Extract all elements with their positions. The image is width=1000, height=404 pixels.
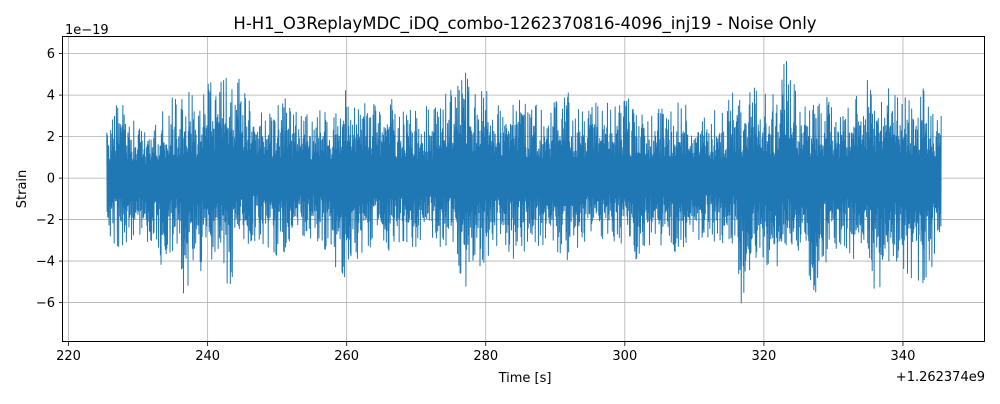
y-tick-label: −2 xyxy=(36,213,55,228)
y-tick-label: −6 xyxy=(36,296,55,311)
x-tick-label: 320 xyxy=(751,349,776,364)
x-axis-label: Time [s] xyxy=(498,371,552,386)
y-tick-label: 2 xyxy=(47,130,55,145)
y-tick-label: −4 xyxy=(36,255,55,270)
noise-trace xyxy=(106,60,942,304)
x-offset-label: +1.262374e9 xyxy=(896,370,985,385)
x-tick-label: 300 xyxy=(612,349,637,364)
y-tick-label: 4 xyxy=(47,89,55,104)
x-tick-label: 220 xyxy=(56,349,81,364)
y-scale-label: 1e−19 xyxy=(65,23,109,38)
y-tick-label: 6 xyxy=(47,47,55,62)
y-axis-label: Strain xyxy=(15,170,30,209)
plot-frame xyxy=(62,36,985,342)
y-axis: −6 −4 −2 0 2 4 6 xyxy=(36,47,63,311)
y-tick-label: 0 xyxy=(47,172,55,187)
x-tick-label: 240 xyxy=(195,349,220,364)
data-series-line xyxy=(106,60,942,304)
x-tick-label: 340 xyxy=(891,349,916,364)
chart-title: H-H1_O3ReplayMDC_iDQ_combo-1262370816-40… xyxy=(233,14,816,34)
x-axis: 220 240 260 280 300 320 340 xyxy=(56,342,915,364)
x-tick-label: 260 xyxy=(334,349,359,364)
x-tick-label: 280 xyxy=(473,349,498,364)
